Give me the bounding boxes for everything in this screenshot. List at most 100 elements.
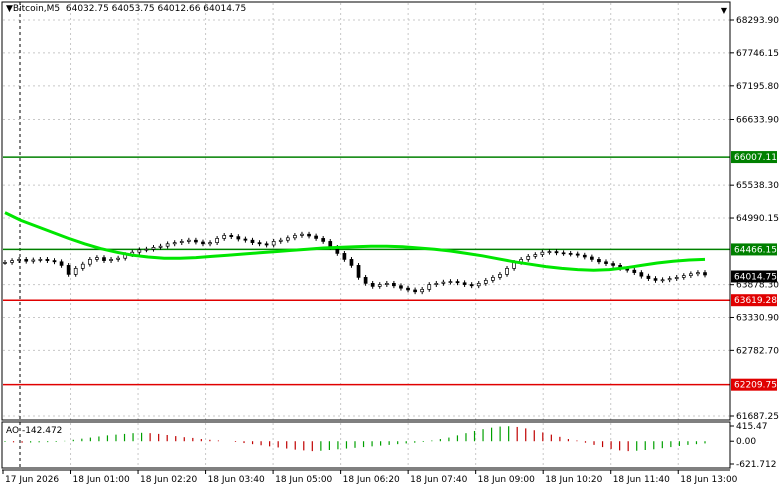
price-axis[interactable]: 68293.90 67746.15 67195.80 66633.90 65538.30… bbox=[730, 16, 779, 422]
candle-body bbox=[547, 251, 552, 253]
support-level-tag bbox=[731, 294, 777, 307]
candle-body bbox=[561, 252, 566, 255]
candle-body bbox=[420, 289, 425, 293]
candle-body bbox=[413, 289, 417, 293]
candle-body bbox=[194, 239, 198, 243]
x-tick-label: 18 Jun 13:00 bbox=[680, 475, 737, 485]
candle-body bbox=[611, 263, 615, 266]
candle-body bbox=[144, 248, 149, 251]
candle-body bbox=[434, 283, 439, 285]
candle-body bbox=[31, 259, 36, 262]
candle-body bbox=[505, 268, 509, 275]
y-tick-label: 62782.70 bbox=[736, 346, 779, 356]
resistance-level-tag bbox=[731, 151, 777, 164]
candle-body bbox=[604, 261, 608, 264]
candle-body bbox=[208, 242, 212, 245]
symbol-timeframe: ▼Bitcoin,M5 bbox=[6, 4, 61, 14]
candle-body bbox=[575, 253, 580, 256]
chart-title: ▼Bitcoin,M5 64032.75 64053.75 64012.66 6… bbox=[6, 4, 246, 14]
candle-body bbox=[689, 273, 693, 276]
candle-body bbox=[441, 281, 446, 284]
y-tick-label: 61687.25 bbox=[736, 412, 779, 422]
candle-body bbox=[427, 284, 432, 290]
candle-body bbox=[469, 284, 474, 287]
candle-body bbox=[24, 259, 29, 262]
ao-tick-label: 415.47 bbox=[736, 422, 768, 432]
x-tick-label: 18 Jun 10:20 bbox=[545, 475, 602, 485]
x-tick-label: 18 Jun 05:00 bbox=[275, 475, 332, 485]
candle-body bbox=[476, 283, 481, 287]
candle-body bbox=[10, 260, 14, 263]
current-price-label: 64014.75 bbox=[734, 272, 777, 282]
y-tick-label: 65538.30 bbox=[736, 181, 779, 191]
x-tick-label: 18 Jun 07:40 bbox=[410, 475, 467, 485]
y-tick-label: 63330.90 bbox=[736, 313, 779, 323]
y-tick-label: 63878.30 bbox=[736, 281, 779, 291]
candle-body bbox=[137, 249, 142, 253]
ohlc-values: 64032.75 64053.75 64012.66 64014.75 bbox=[65, 4, 247, 14]
candle-body bbox=[109, 259, 113, 261]
candle-body bbox=[215, 238, 219, 243]
candle-body bbox=[73, 268, 78, 275]
candle-body bbox=[356, 265, 361, 278]
candle-body bbox=[363, 277, 368, 284]
candle-body bbox=[681, 275, 686, 278]
candle-body bbox=[491, 277, 495, 281]
candle-body bbox=[38, 259, 43, 261]
resistance-level-label: 64466.15 bbox=[734, 245, 777, 255]
candle-body bbox=[646, 275, 651, 279]
candle-body bbox=[158, 245, 163, 248]
ao-axis: 415.47 0.00 -621.712 bbox=[730, 422, 776, 470]
ao-tick-label: -621.712 bbox=[736, 460, 776, 470]
candle-body bbox=[222, 235, 227, 239]
candle-body bbox=[674, 277, 679, 279]
candle-body bbox=[236, 236, 241, 240]
candle-body bbox=[462, 282, 467, 285]
support-level-label: 63619.28 bbox=[734, 296, 777, 306]
y-tick-label: 67746.15 bbox=[736, 49, 779, 59]
candle-body bbox=[406, 287, 410, 291]
candle-body bbox=[151, 247, 156, 250]
candle-body bbox=[95, 257, 99, 260]
candle-body bbox=[533, 254, 538, 257]
candle-body bbox=[554, 251, 559, 254]
time-axis[interactable]: 17 Jun 2026 18 Jun 01:00 18 Jun 02:20 18 Ju… bbox=[2, 470, 738, 485]
candle-body bbox=[87, 259, 92, 265]
x-tick-label: 17 Jun 2026 bbox=[5, 475, 59, 485]
y-tick-label: 66633.90 bbox=[736, 115, 779, 125]
candlestick-series bbox=[3, 231, 707, 295]
candle-body bbox=[667, 278, 672, 281]
support-level-tag bbox=[731, 378, 777, 391]
candle-body bbox=[293, 235, 297, 239]
x-tick-label: 18 Jun 11:40 bbox=[613, 475, 670, 485]
candle-body bbox=[264, 243, 269, 246]
candle-body bbox=[300, 233, 304, 236]
x-tick-label: 18 Jun 09:00 bbox=[478, 475, 535, 485]
x-tick-label: 18 Jun 03:40 bbox=[208, 475, 265, 485]
candle-body bbox=[52, 260, 57, 263]
candle-body bbox=[80, 263, 85, 269]
triangle-down-icon[interactable]: ▼ bbox=[720, 6, 727, 15]
candle-body bbox=[448, 281, 453, 283]
candle-body bbox=[399, 285, 403, 289]
candle-body bbox=[349, 259, 354, 266]
candle-body bbox=[59, 261, 64, 266]
candle-body bbox=[17, 259, 21, 261]
candle-body bbox=[172, 242, 177, 245]
support-level-label: 62209.75 bbox=[734, 381, 777, 391]
candle-body bbox=[653, 278, 658, 281]
candle-body bbox=[314, 235, 318, 239]
candle-body bbox=[179, 241, 184, 243]
y-tick-label: 68293.90 bbox=[736, 16, 779, 26]
candle-body bbox=[590, 256, 594, 260]
candle-body bbox=[45, 259, 50, 261]
candle-body bbox=[102, 257, 106, 261]
candle-body bbox=[165, 243, 170, 247]
candle-body bbox=[186, 239, 191, 242]
current-price-tag bbox=[731, 270, 777, 283]
candle-body bbox=[370, 283, 375, 287]
candle-body bbox=[342, 253, 347, 260]
candle-body bbox=[384, 283, 389, 285]
candle-body bbox=[632, 269, 637, 273]
